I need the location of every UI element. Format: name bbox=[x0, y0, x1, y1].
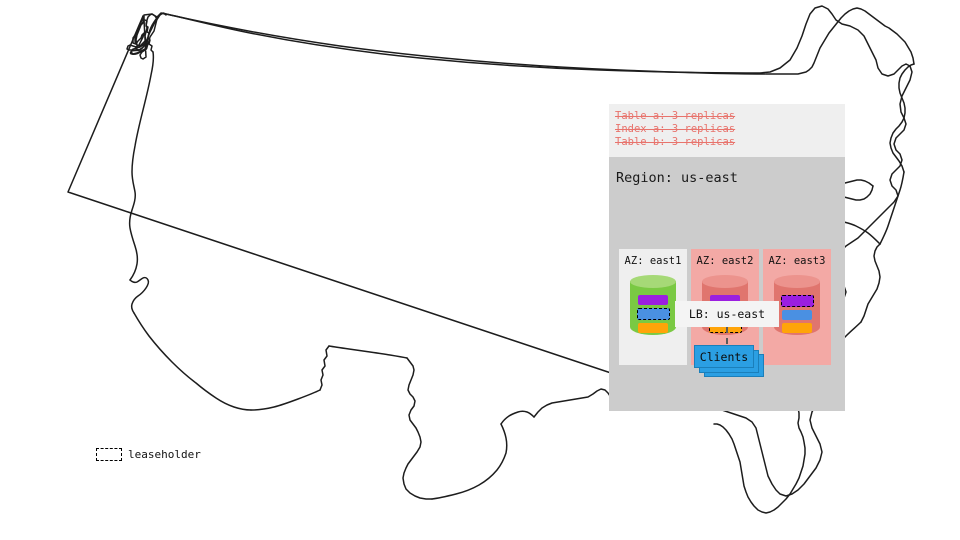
az-box-east3[interactable]: AZ: east3 bbox=[763, 249, 831, 365]
range-table-b bbox=[638, 323, 668, 333]
az-label: AZ: east1 bbox=[624, 255, 682, 267]
region-title: Region: us-east bbox=[616, 170, 738, 186]
cylinder-top bbox=[630, 275, 676, 288]
clients-card-front[interactable]: Clients bbox=[694, 345, 754, 368]
dashed-rect-icon bbox=[96, 448, 122, 461]
legend: leaseholder bbox=[96, 448, 201, 461]
region-body: Region: us-east AZ: east1 bbox=[609, 157, 845, 411]
cylinder-top bbox=[702, 275, 748, 288]
replica-note: Index a: 3 replicas bbox=[615, 123, 736, 135]
az-label: AZ: east2 bbox=[696, 255, 754, 267]
range-table-a bbox=[638, 295, 668, 305]
load-balancer-box[interactable]: LB: us-east bbox=[675, 301, 779, 327]
az-label: AZ: east3 bbox=[768, 255, 826, 267]
region-panel-us-east: Table a: 3 replicas Index a: 3 replicas … bbox=[609, 104, 845, 411]
load-balancer-label: LB: us-east bbox=[688, 307, 766, 321]
range-table-b bbox=[782, 323, 812, 333]
database-cylinder-icon bbox=[630, 275, 676, 341]
database-cylinder-icon bbox=[774, 275, 820, 341]
range-table-a-leaseholder bbox=[780, 295, 814, 307]
range-index-a-leaseholder bbox=[636, 308, 670, 320]
clients-stack[interactable]: Clients bbox=[694, 345, 766, 377]
replica-note: Table a: 3 replicas bbox=[615, 110, 736, 122]
clients-label: Clients bbox=[699, 349, 749, 364]
replica-note: Table b: 3 replicas bbox=[615, 136, 736, 148]
legend-label: leaseholder bbox=[128, 448, 201, 461]
range-index-a bbox=[782, 310, 812, 320]
range-list bbox=[630, 291, 676, 337]
cylinder-top bbox=[774, 275, 820, 288]
replica-notes-strip: Table a: 3 replicas Index a: 3 replicas … bbox=[609, 104, 845, 157]
lb-clients-connector bbox=[726, 327, 728, 344]
range-table-a bbox=[710, 295, 740, 305]
range-list bbox=[774, 291, 820, 337]
